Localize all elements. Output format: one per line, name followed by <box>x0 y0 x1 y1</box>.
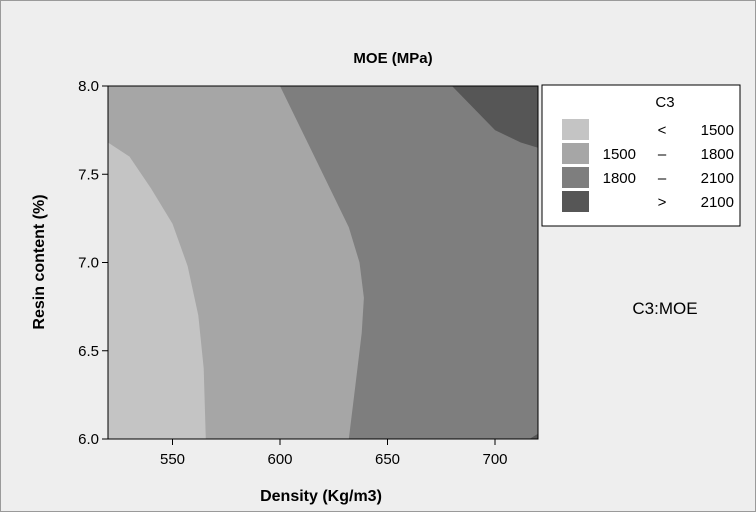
legend-title: C3 <box>655 94 674 111</box>
region-above-2100-bottom <box>529 433 538 439</box>
x-tick-label: 650 <box>375 451 400 468</box>
region-below-1500 <box>108 142 206 439</box>
y-tick-label: 7.0 <box>78 255 99 272</box>
legend-low: 1500 <box>603 146 636 163</box>
legend-high: 1500 <box>701 122 734 139</box>
plot-area <box>107 85 539 440</box>
legend-high: 1800 <box>701 146 734 163</box>
legend-operator: > <box>658 194 667 211</box>
x-tick-label: 550 <box>160 451 185 468</box>
x-axis: 550 600 650 700 <box>160 439 508 468</box>
legend-low: 1800 <box>603 170 636 187</box>
legend-swatch <box>562 167 589 188</box>
y-tick-label: 6.5 <box>78 343 99 360</box>
chart-title: MOE (MPa) <box>353 50 432 67</box>
y-tick-label: 8.0 <box>78 78 99 95</box>
legend-swatch <box>562 191 589 212</box>
legend-swatch <box>562 119 589 140</box>
y-axis-label: Resin content (%) <box>31 194 48 329</box>
y-tick-label: 6.0 <box>78 431 99 448</box>
legend-operator: < <box>658 122 667 139</box>
annotation-label: C3:MOE <box>632 299 697 318</box>
x-axis-label: Density (Kg/m3) <box>260 488 382 505</box>
legend-swatch <box>562 143 589 164</box>
y-tick-label: 7.5 <box>78 166 99 183</box>
legend-entries: <1500 1500 – 1800 1800 – 2100 > 2100 <box>562 119 734 212</box>
legend: C3 <1500 1500 – 1800 1800 – 2100 > 2100 <box>541 84 741 227</box>
legend-operator: – <box>658 170 667 187</box>
x-tick-label: 600 <box>267 451 292 468</box>
x-tick-label: 700 <box>482 451 507 468</box>
legend-high: 2100 <box>701 194 734 211</box>
y-axis: 6.0 6.5 7.0 7.5 8.0 <box>78 78 108 448</box>
legend-high: 2100 <box>701 170 734 187</box>
region-above-2100-top <box>452 86 538 148</box>
legend-operator: – <box>658 146 667 163</box>
